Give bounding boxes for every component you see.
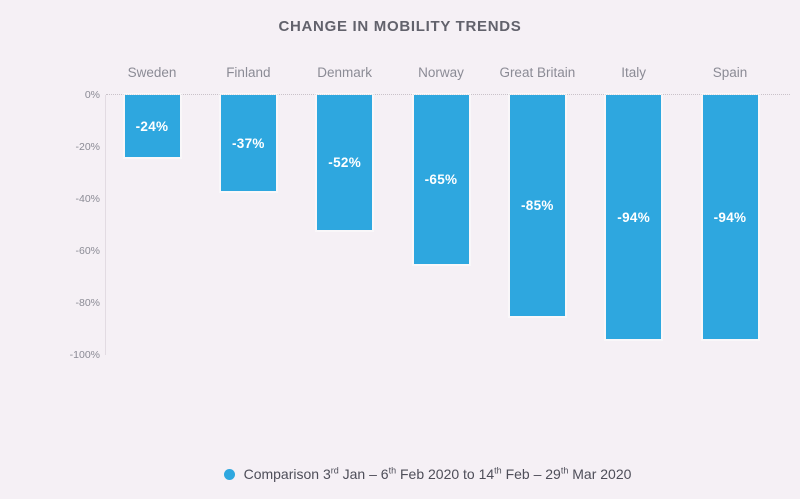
legend-ordinal-superscript: th	[560, 465, 569, 476]
category-label: Italy	[621, 64, 647, 80]
data-bar: -85%	[509, 95, 565, 316]
y-axis-tick-label: -100%	[69, 349, 100, 361]
bar-value-label: -85%	[520, 198, 554, 213]
bar-value-label: -24%	[135, 118, 169, 134]
data-bar: -94%	[702, 95, 758, 340]
data-bar: -52%	[317, 95, 373, 231]
y-axis-tick-label: -40%	[75, 193, 100, 205]
legend-circle-icon	[223, 468, 235, 480]
legend-label: Comparison 3rd Jan – 6th Feb 2020 to 14t…	[243, 465, 632, 482]
category-label: Great Britain	[499, 64, 576, 80]
legend: Comparison 3rd Jan – 6th Feb 2020 to 14t…	[0, 466, 800, 482]
legend-ordinal-superscript: th	[494, 465, 502, 476]
y-axis-tick-label: -60%	[75, 245, 100, 257]
y-axis-tick-label: -20%	[75, 141, 100, 153]
bar-value-label: -94%	[617, 209, 651, 225]
bar-value-label: -52%	[328, 155, 362, 171]
data-bar: -94%	[606, 95, 662, 340]
legend-ordinal-superscript: th	[388, 465, 397, 476]
y-axis-tick-label: -80%	[75, 297, 100, 309]
legend-ordinal-superscript: rd	[330, 465, 339, 476]
bar-value-label: -37%	[231, 135, 265, 151]
category-label: Denmark	[317, 64, 373, 80]
bar-value-label: -94%	[713, 209, 747, 225]
bar-value-label: -65%	[424, 172, 458, 187]
category-label: Finland	[226, 64, 271, 80]
chart-title: CHANGE IN MOBILITY TRENDS	[278, 18, 522, 35]
data-bar: -65%	[413, 95, 469, 264]
category-label: Sweden	[127, 64, 177, 80]
y-axis-line	[105, 95, 106, 355]
category-label: Spain	[712, 64, 748, 80]
category-label: Norway	[418, 64, 464, 80]
y-axis-tick-label: 0%	[84, 89, 100, 101]
zero-gridline	[106, 94, 790, 95]
data-bar: -24%	[124, 95, 180, 158]
data-bar: -37%	[220, 95, 276, 192]
